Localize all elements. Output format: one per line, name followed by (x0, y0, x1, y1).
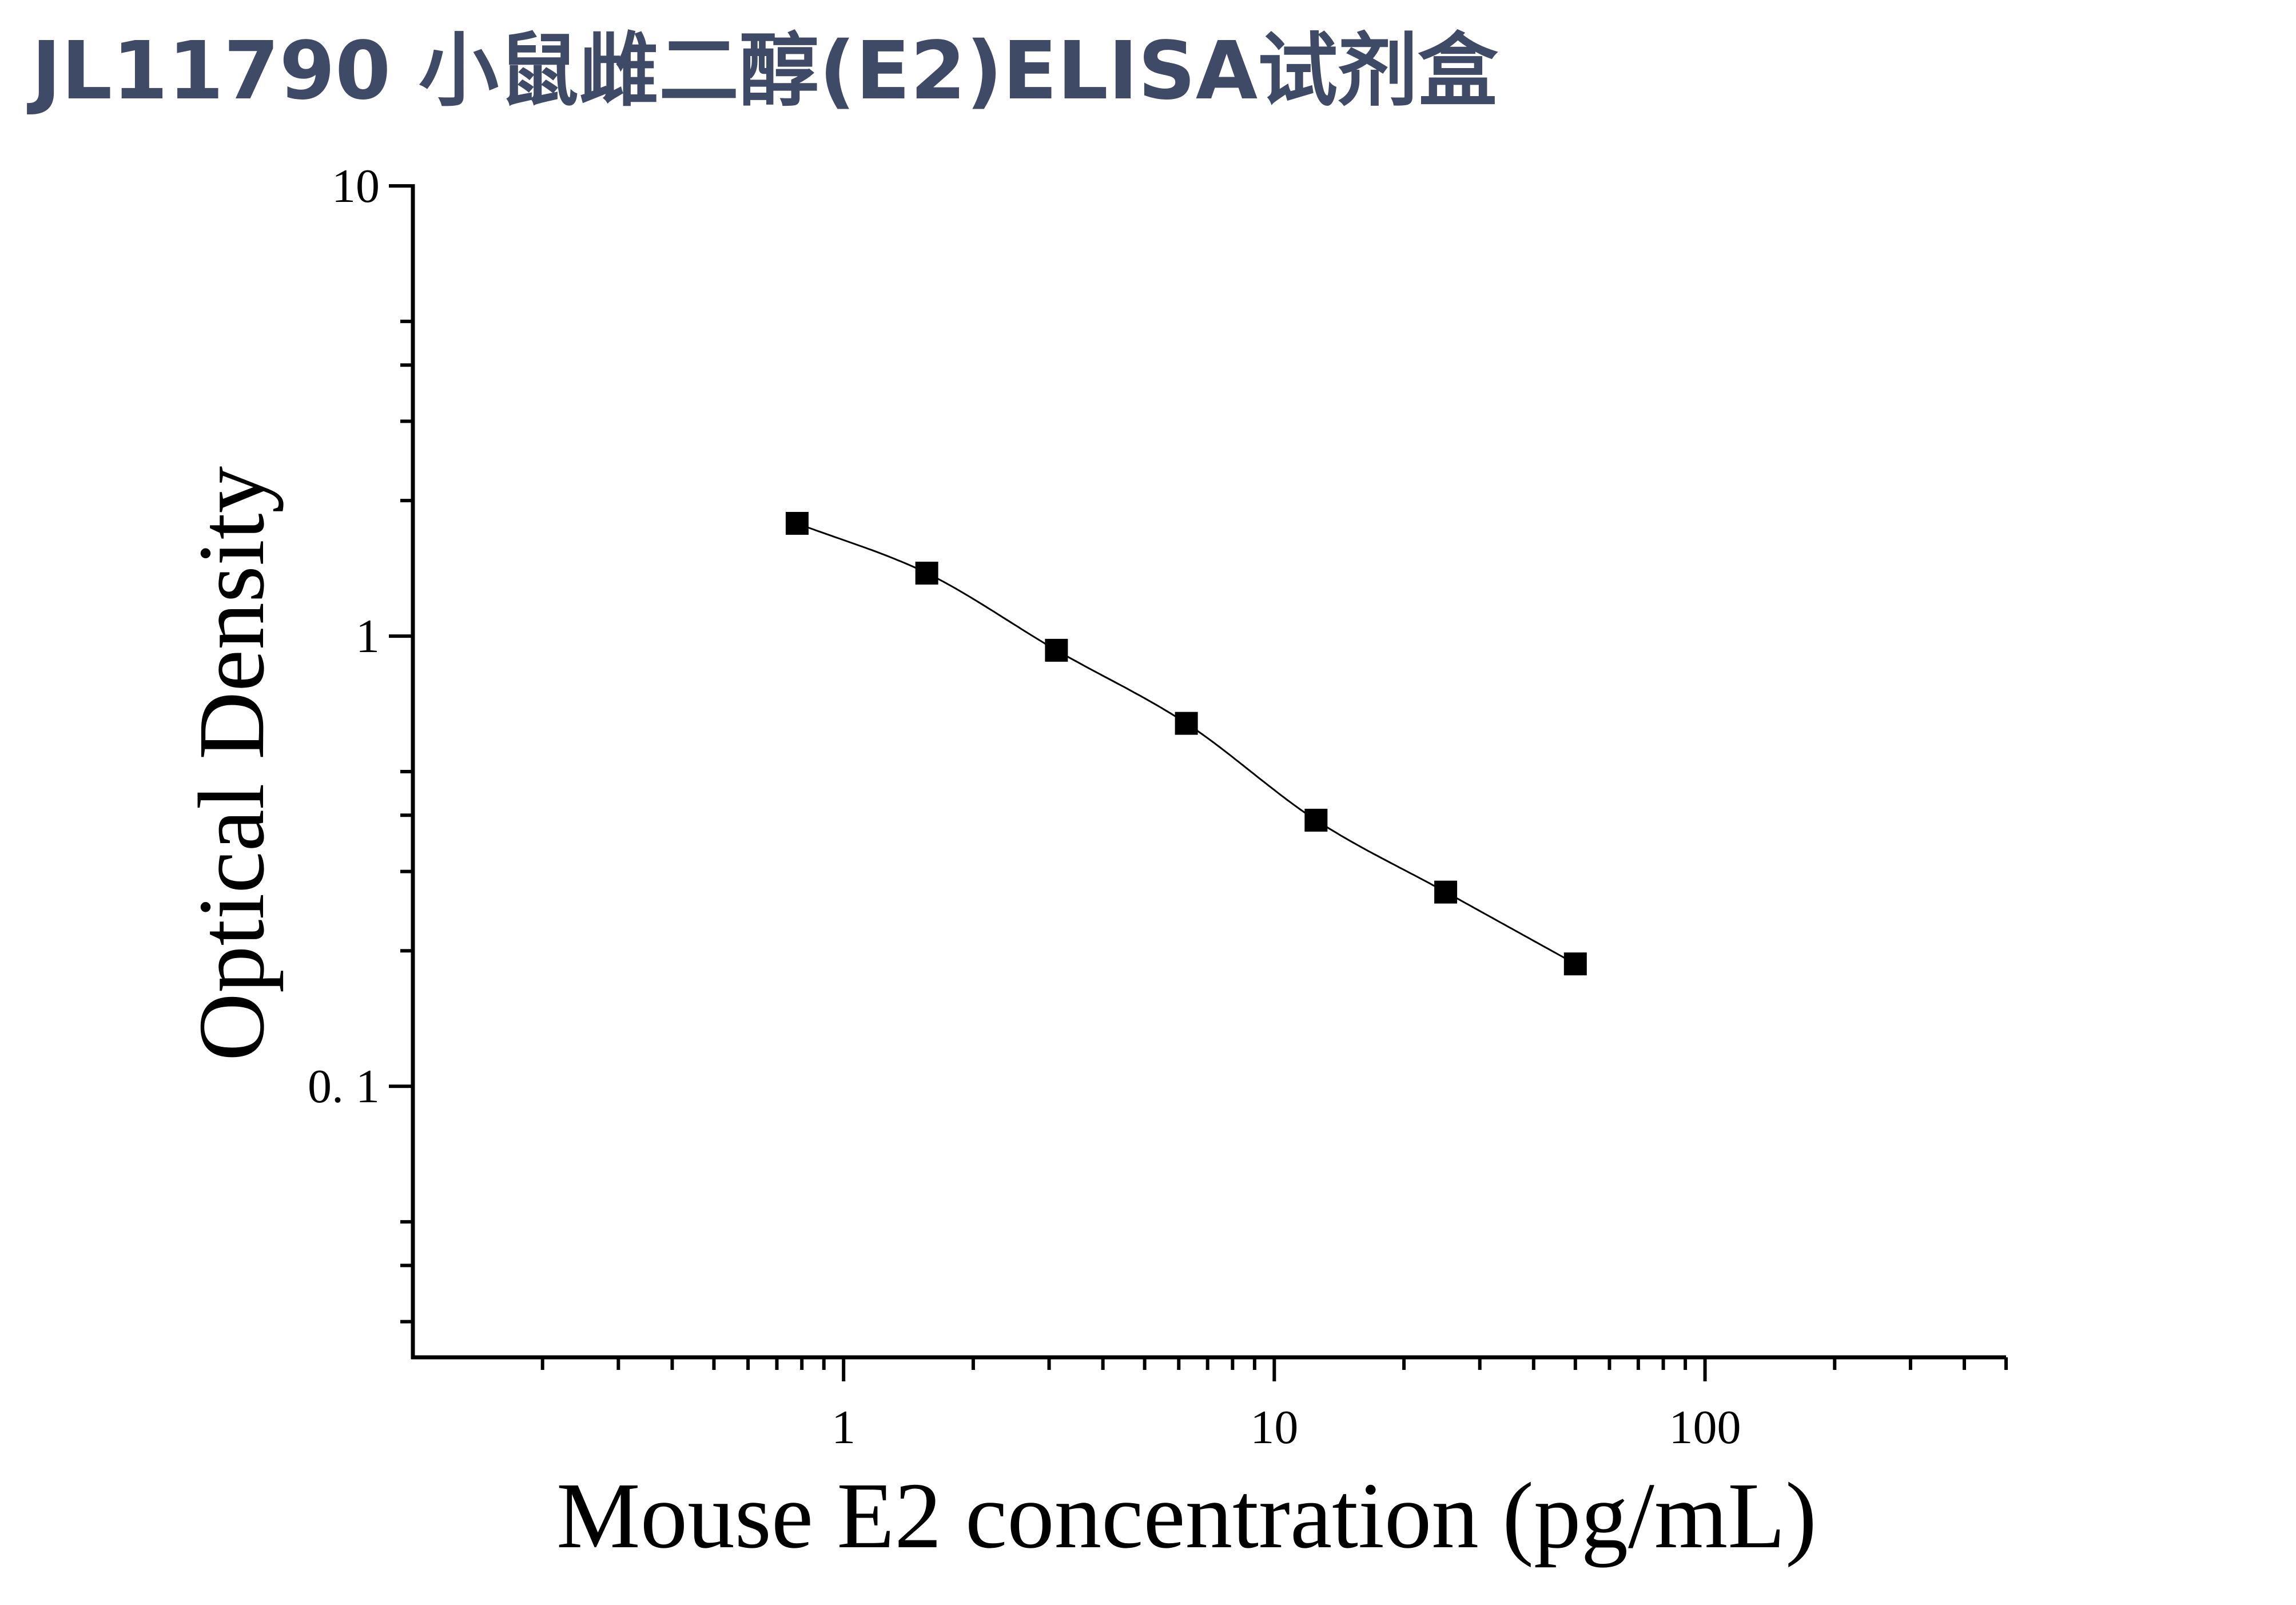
data-point (915, 561, 938, 585)
data-point (1175, 712, 1198, 735)
y-tick-label: 0. 1 (308, 1060, 380, 1113)
data-point (1304, 808, 1328, 832)
y-tick-label: 10 (332, 160, 380, 213)
y-tick-label: 1 (356, 610, 380, 663)
fit-curve (797, 522, 1576, 965)
data-point (1434, 880, 1458, 904)
data-point (1045, 638, 1068, 662)
fit-curve-group (797, 522, 1576, 965)
axes (411, 184, 2006, 1360)
x-axis-label: Mouse E2 concentration (pg/mL) (556, 1463, 1817, 1568)
y-axis-label: Optical Density (179, 466, 284, 1061)
data-point (1563, 952, 1587, 976)
x-tick-label: 100 (1669, 1401, 1741, 1454)
x-tick-label: 10 (1250, 1401, 1298, 1454)
chart-title: JL11790 小鼠雌二醇(E2)ELISA试剂盒 (27, 25, 1498, 118)
data-point (785, 511, 809, 535)
y-axis-ticks: 0. 1 1 10 (308, 160, 413, 1324)
data-points (785, 511, 1587, 976)
x-tick-label: 1 (831, 1401, 855, 1454)
x-axis-ticks: 1 10 100 (540, 1357, 2008, 1454)
